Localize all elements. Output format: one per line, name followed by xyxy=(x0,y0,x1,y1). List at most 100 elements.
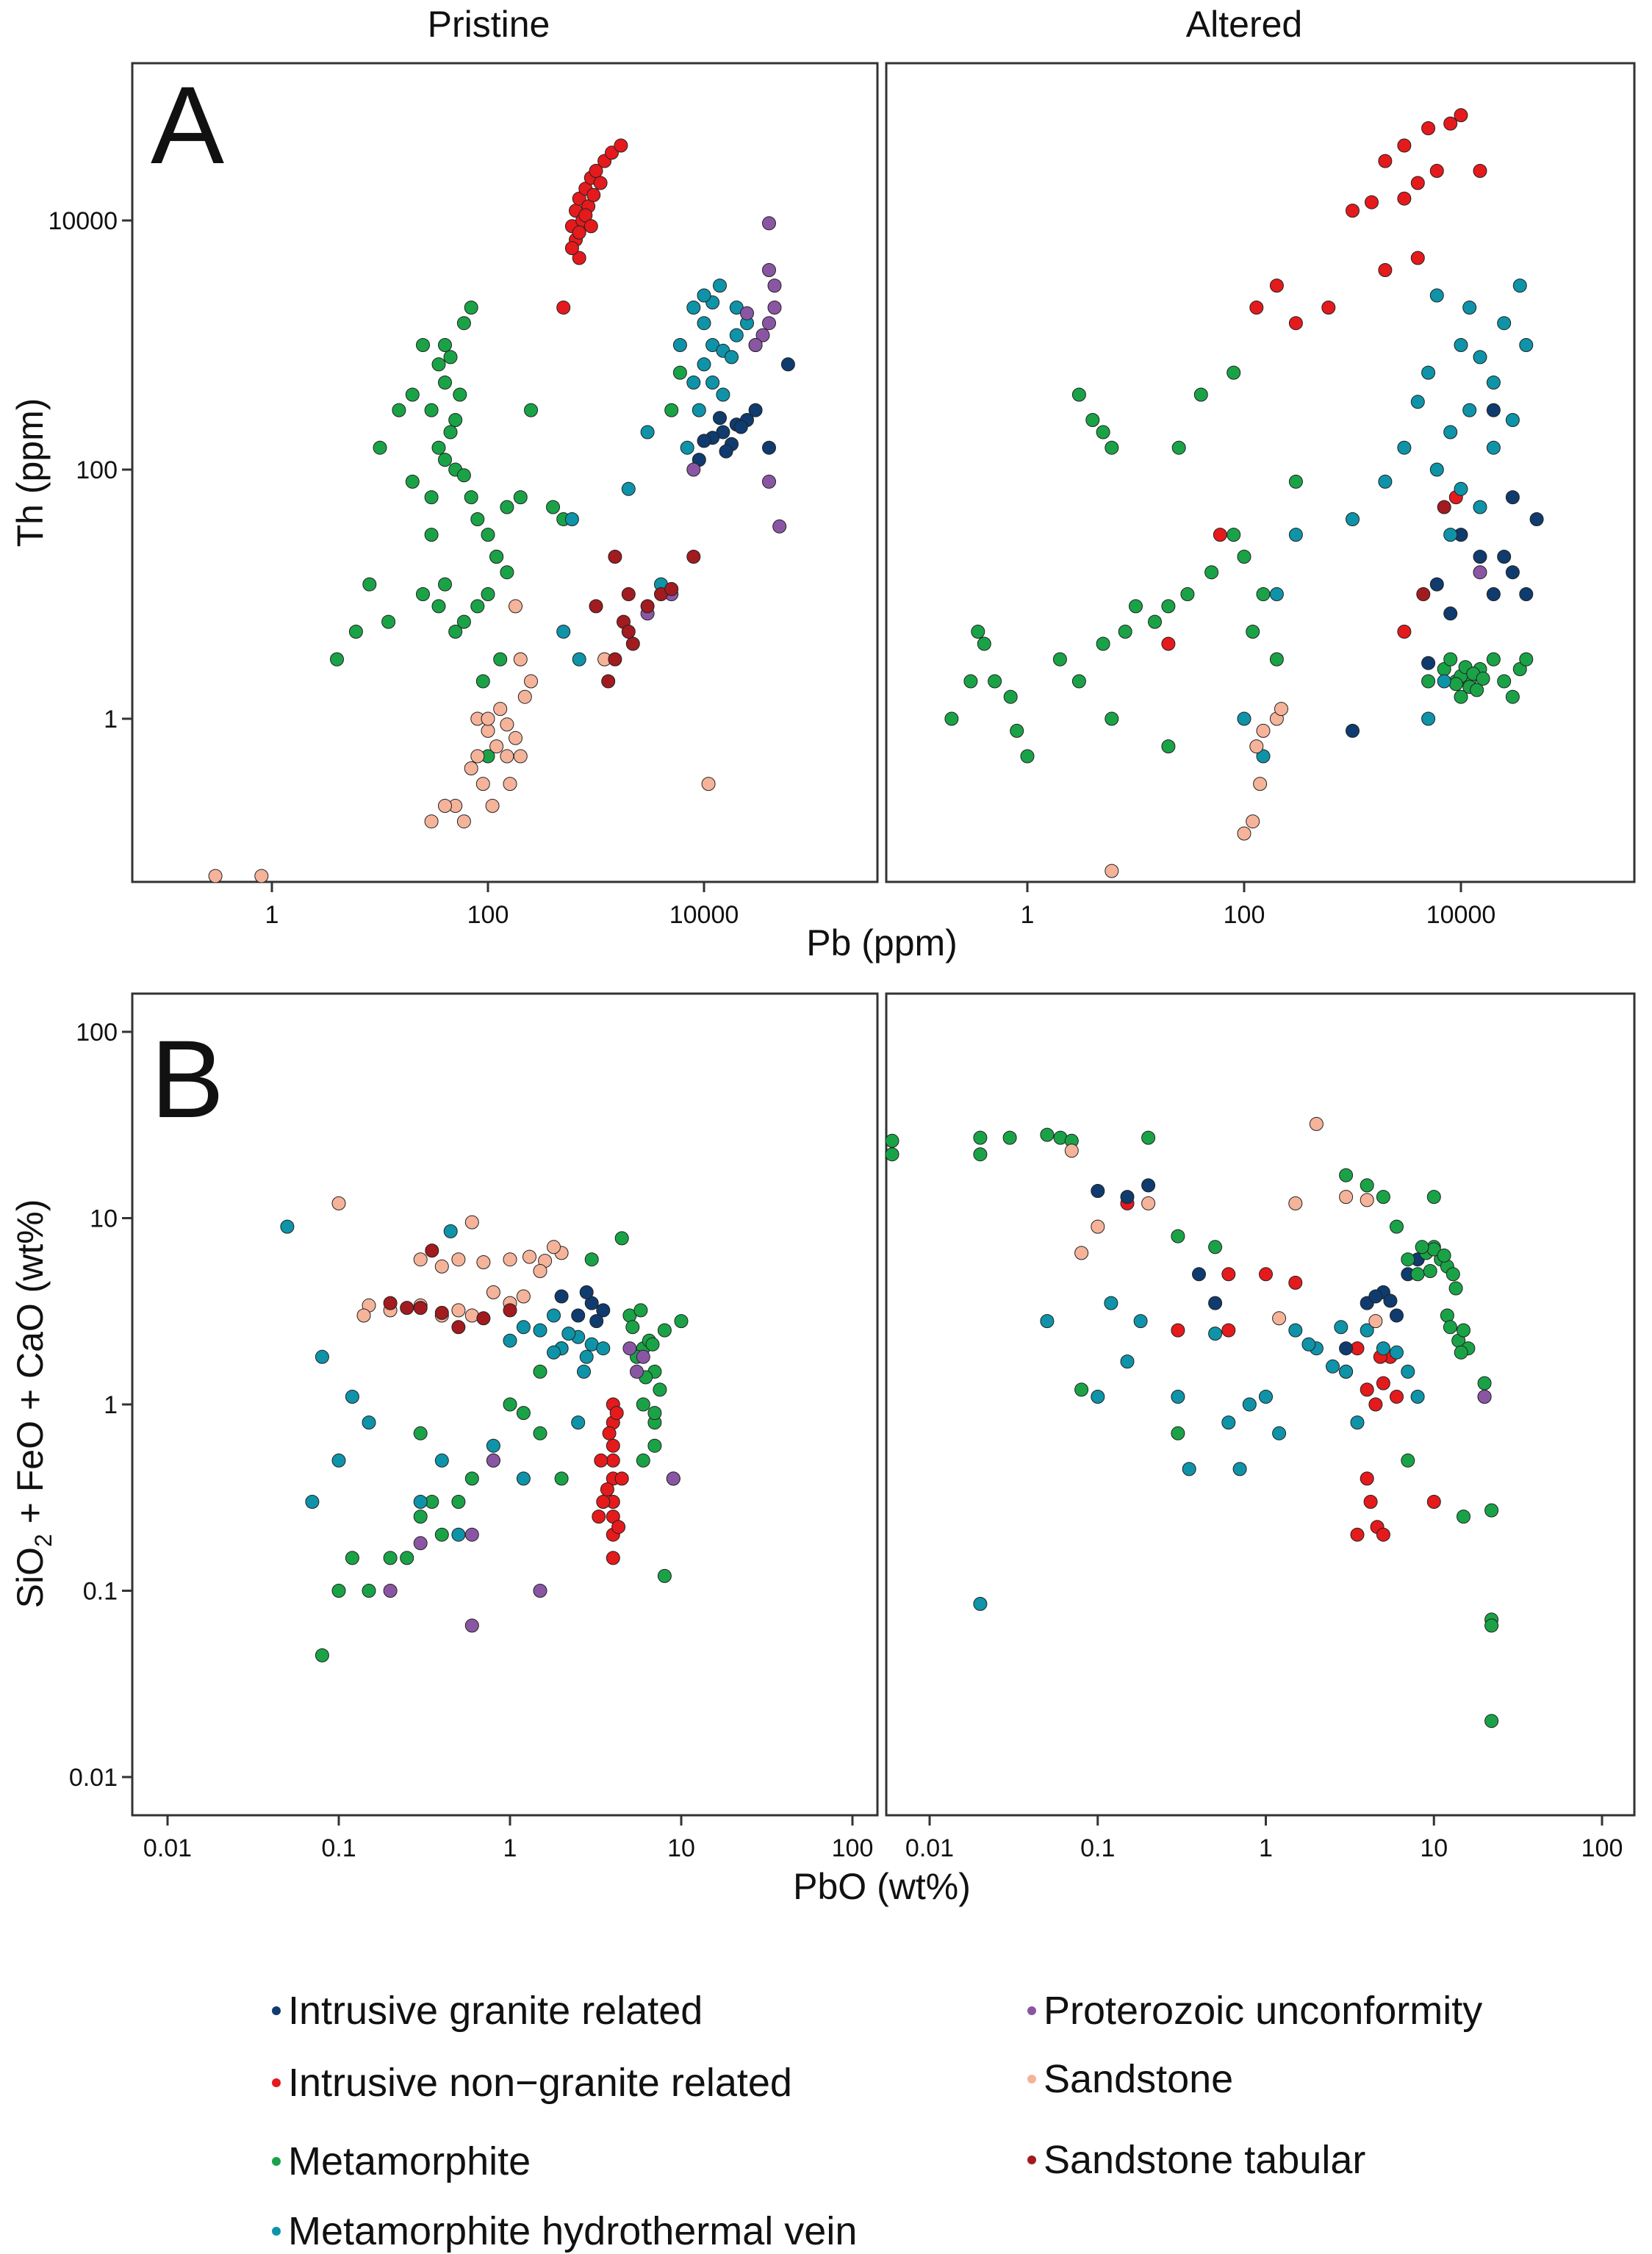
point-metamorphite xyxy=(653,1382,667,1397)
point-sandstone xyxy=(475,777,490,792)
point-metamorphite xyxy=(464,490,478,505)
point-metamorphite xyxy=(1484,1503,1499,1518)
point-metamorphite-hydrothermal-vein xyxy=(1429,288,1444,303)
point-metamorphite xyxy=(481,587,495,601)
point-sandstone xyxy=(356,1308,371,1323)
point-intrusive-granite-related xyxy=(1486,587,1501,601)
legend-label: Sandstone xyxy=(1044,2057,1234,2101)
point-metamorphite-hydrothermal-vein xyxy=(564,512,579,526)
point-intrusive-non-granite-related xyxy=(614,138,628,153)
point-metamorphite xyxy=(1105,440,1119,455)
point-intrusive-granite-related xyxy=(1505,490,1520,505)
point-metamorphite xyxy=(1193,387,1208,402)
point-metamorphite xyxy=(988,674,1002,689)
point-metamorphite-hydrothermal-vein xyxy=(1421,711,1436,726)
point-proterozoic-unconformity xyxy=(464,1527,479,1542)
point-metamorphite xyxy=(625,1320,640,1335)
point-metamorphite xyxy=(636,1397,650,1412)
point-proterozoic-unconformity xyxy=(630,1364,644,1379)
x-tick-label-b: 10 xyxy=(1420,1834,1448,1862)
point-sandstone xyxy=(500,749,514,764)
point-metamorphite xyxy=(657,1568,672,1583)
point-intrusive-granite-related xyxy=(1486,403,1501,417)
point-intrusive-non-granite-related xyxy=(1213,528,1227,542)
point-metamorphite xyxy=(443,425,458,439)
y-tick-label-a: 1 xyxy=(104,706,118,733)
point-metamorphite-hydrothermal-vein xyxy=(451,1527,466,1542)
legend-item-metamorphite-vein: Metamorphite hydrothermal vein xyxy=(272,2208,857,2254)
point-intrusive-non-granite-related xyxy=(1288,1275,1303,1290)
point-metamorphite-hydrothermal-vein xyxy=(1272,1426,1287,1440)
point-metamorphite-hydrothermal-vein xyxy=(1091,1390,1105,1404)
point-sandstone xyxy=(516,1289,531,1304)
point-intrusive-granite-related xyxy=(1192,1267,1206,1282)
panel-a-pristine-frame xyxy=(131,62,879,883)
point-intrusive-granite-related xyxy=(1091,1184,1105,1198)
point-metamorphite xyxy=(1401,1453,1415,1468)
point-metamorphite-hydrothermal-vein xyxy=(1288,1323,1303,1338)
point-metamorphite xyxy=(1454,689,1468,704)
point-sandstone xyxy=(513,749,528,764)
point-metamorphite-hydrothermal-vein xyxy=(1301,1337,1316,1352)
panel-a-altered-frame xyxy=(885,62,1636,883)
point-sandstone xyxy=(1074,1246,1089,1260)
point-intrusive-non-granite-related xyxy=(593,176,608,190)
point-metamorphite-hydrothermal-vein xyxy=(1221,1415,1236,1430)
point-sandstone-tabular xyxy=(608,550,622,564)
panel-b-ylabel: SiO2 + FeO + CaO (wt%) xyxy=(10,1199,57,1609)
point-sandstone-tabular xyxy=(383,1296,398,1310)
point-sandstone-tabular xyxy=(400,1301,414,1316)
point-sandstone xyxy=(456,814,471,829)
point-intrusive-granite-related xyxy=(596,1303,611,1318)
point-intrusive-non-granite-related xyxy=(600,1482,614,1497)
point-intrusive-non-granite-related xyxy=(1410,251,1425,265)
point-metamorphite xyxy=(431,357,446,372)
point-metamorphite xyxy=(657,1323,672,1338)
point-metamorphite xyxy=(489,550,504,564)
point-metamorphite xyxy=(1410,1267,1425,1282)
point-metamorphite xyxy=(1426,1190,1441,1205)
point-metamorphite xyxy=(1457,1510,1470,1524)
point-intrusive-non-granite-related xyxy=(1376,1527,1390,1542)
point-sandstone xyxy=(1091,1219,1105,1234)
point-metamorphite xyxy=(1020,749,1035,764)
point-proterozoic-unconformity xyxy=(767,279,782,293)
point-metamorphite xyxy=(1040,1127,1055,1142)
point-metamorphite xyxy=(1512,662,1527,676)
point-intrusive-non-granite-related xyxy=(1390,1390,1404,1404)
point-intrusive-non-granite-related xyxy=(1259,1267,1273,1282)
point-sandstone xyxy=(1253,777,1268,792)
point-metamorphite xyxy=(438,577,452,592)
point-proterozoic-unconformity xyxy=(636,1349,650,1364)
point-sandstone-tabular xyxy=(503,1303,517,1318)
point-metamorphite xyxy=(434,1527,449,1542)
point-metamorphite-hydrothermal-vein xyxy=(1182,1462,1196,1476)
point-metamorphite-hydrothermal-vein xyxy=(572,652,586,667)
point-metamorphite xyxy=(416,338,430,352)
point-proterozoic-unconformity xyxy=(383,1584,398,1598)
point-metamorphite xyxy=(448,625,463,639)
point-sandstone-tabular xyxy=(589,599,603,614)
point-metamorphite-hydrothermal-vein xyxy=(725,350,739,365)
point-metamorphite xyxy=(1148,614,1162,629)
point-metamorphite xyxy=(424,528,439,542)
point-metamorphite xyxy=(470,512,485,526)
point-metamorphite xyxy=(362,577,377,592)
point-metamorphite-hydrothermal-vein xyxy=(1519,338,1534,352)
point-metamorphite xyxy=(1096,636,1110,651)
point-metamorphite-hydrothermal-vein xyxy=(672,338,687,352)
point-intrusive-granite-related xyxy=(1473,550,1487,564)
point-metamorphite-hydrothermal-vein xyxy=(443,1224,458,1238)
panel-label-a: A xyxy=(151,63,224,187)
point-metamorphite-hydrothermal-vein xyxy=(1339,1364,1354,1379)
point-intrusive-granite-related xyxy=(1346,723,1360,738)
point-metamorphite xyxy=(1052,652,1067,667)
point-metamorphite xyxy=(977,636,991,651)
point-metamorphite xyxy=(1454,1345,1468,1360)
point-metamorphite xyxy=(1360,1178,1374,1193)
point-metamorphite xyxy=(1443,1320,1457,1335)
point-metamorphite xyxy=(500,565,514,580)
legend-item-sandstone-tabular: Sandstone tabular xyxy=(1027,2137,1365,2183)
point-intrusive-granite-related xyxy=(1443,606,1458,621)
point-intrusive-non-granite-related xyxy=(1397,138,1412,153)
